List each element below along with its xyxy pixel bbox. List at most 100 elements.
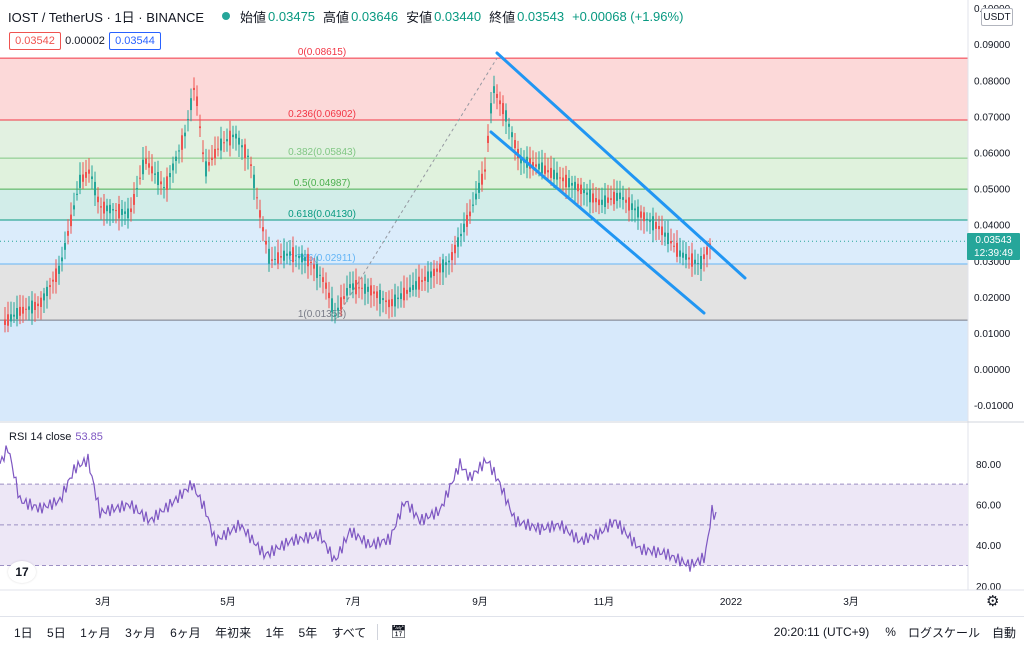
close-value: 0.03543 [517,8,565,24]
fib-level-label: 0.382(0.05843) [288,147,356,158]
candle-body [91,176,93,180]
candle-body [568,178,570,188]
fib-band [0,119,968,159]
candle-body [193,87,195,91]
time-tick-label: 5月 [220,596,236,608]
candle-body [487,135,489,143]
candle-body [121,208,123,215]
candle-body [643,212,645,222]
auto-scale-toggle[interactable]: 自動 [991,625,1016,640]
candle-body [253,174,255,189]
candle-body [178,150,180,152]
candle-body [208,162,210,166]
candle-body [55,268,57,282]
candle-body [382,298,384,301]
candle-body [637,206,639,218]
candle-body [439,263,441,273]
range-all-button[interactable]: すべて [331,625,367,640]
currency-label[interactable]: USDT [981,8,1013,26]
candle-body [658,226,660,230]
range-6m-button[interactable]: 6ヶ月 [170,625,201,640]
candle-body [340,297,342,310]
candle-body [64,242,66,250]
fib-level-label: 1(0.01358) [298,309,346,320]
candle-body [424,276,426,281]
clock-time[interactable]: 20:20:11 (UTC+9) [773,625,870,639]
candle-body [319,274,321,276]
candle-body [226,139,228,142]
candle-body [34,301,36,310]
percent-toggle[interactable]: % [885,625,896,639]
time-tick-label: 2022 [720,597,743,608]
candle-body [406,289,408,294]
range-1y-button[interactable]: 1年 [265,625,285,640]
candle-body [388,299,390,308]
candle-body [256,197,258,199]
candle-body [166,176,168,191]
candle-body [274,258,276,260]
last-price-value: 0.03543 [975,235,1012,246]
candle-body [364,283,366,294]
candle-body [652,216,654,231]
candle-body [412,284,414,291]
candle-body [535,164,537,167]
time-tick-label: 11月 [594,596,614,608]
candle-body [532,162,534,167]
candle-body [376,291,378,299]
candle-body [586,192,588,195]
candle-body [544,165,546,174]
buy-button[interactable]: 0.03544 [109,32,161,50]
candle-body [190,98,192,111]
range-5d-button[interactable]: 5日 [47,625,66,640]
candle-body [580,184,582,194]
candle-body [94,181,96,196]
candle-body [706,247,708,255]
candle-body [454,244,456,254]
range-1m-button[interactable]: 1ヶ月 [80,625,111,640]
candle-body [328,292,330,299]
candle-body [199,126,201,129]
bottom-toolbar: 1日 5日 1ヶ月 3ヶ月 6ヶ月 年初来 1年 5年 すべて 📅︎ 20:20… [0,616,1024,647]
candle-body [484,169,486,172]
symbol-title[interactable]: IOST / TetherUS · 1日 · BINANCE [8,9,205,25]
fib-level-label: 0(0.08615) [298,47,346,58]
time-tick-label: 3月 [95,596,111,608]
range-ytd-button[interactable]: 年初来 [215,625,252,640]
toolbar-divider [377,624,379,640]
candle-body [700,256,702,269]
candle-body [49,285,51,288]
candle-body [469,211,471,217]
candle-body [472,204,474,206]
candle-body [100,206,102,208]
candle-body [304,257,306,261]
rsi-legend[interactable]: RSI 14 close 53.85 [9,431,103,443]
candle-body [694,259,696,264]
candle-body [241,145,243,148]
candle-body [631,203,633,210]
log-scale-toggle[interactable]: ログスケール [907,625,980,640]
range-1d-button[interactable]: 1日 [14,625,33,640]
candle-body [601,199,603,205]
symbol-header: IOST / TetherUS · 1日 · BINANCE 始値 0.0347… [8,6,691,26]
candle-body [436,268,438,272]
candle-body [106,205,108,212]
range-5y-button[interactable]: 5年 [298,625,318,640]
range-buttons: 1日 5日 1ヶ月 3ヶ月 6ヶ月 年初来 1年 5年 すべて [14,624,377,641]
candle-body [28,306,30,310]
candle-body [292,247,294,263]
tradingview-logo-icon[interactable]: 17 [8,561,36,583]
gear-icon[interactable]: ⚙ [986,593,1000,610]
fib-band [0,189,968,221]
candle-body [76,193,78,195]
candle-body [430,271,432,278]
candle-body [202,152,204,155]
candle-body [460,233,462,237]
candle-body [481,173,483,185]
range-3m-button[interactable]: 3ヶ月 [125,625,156,640]
calendar-range-icon[interactable]: 📅︎ [390,624,407,639]
candle-body [571,182,573,186]
candle-body [562,177,564,182]
sell-button[interactable]: 0.03542 [9,32,61,50]
chart-canvas[interactable]: 0(0.08615) 0.236(0.06902) 0.382(0.05843) 0.… [0,0,1024,616]
